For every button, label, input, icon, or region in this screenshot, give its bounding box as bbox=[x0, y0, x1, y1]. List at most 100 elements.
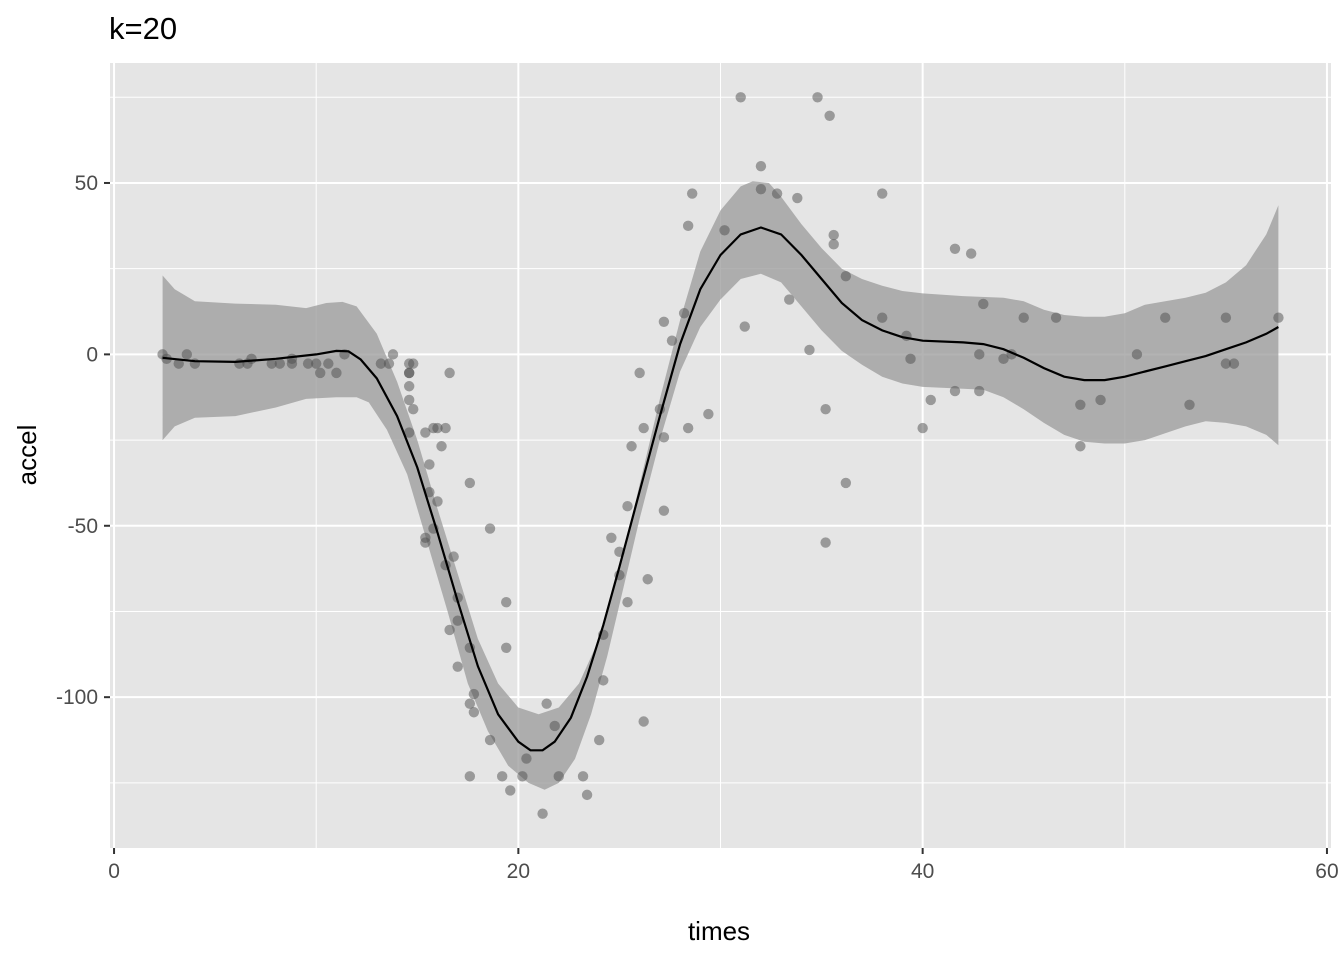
data-point bbox=[626, 441, 637, 452]
y-axis-title: accel bbox=[12, 425, 42, 486]
data-point bbox=[998, 353, 1009, 365]
data-point bbox=[286, 358, 298, 369]
data-point bbox=[638, 422, 649, 434]
data-point bbox=[383, 358, 395, 369]
data-point bbox=[658, 316, 670, 328]
data-point bbox=[501, 642, 512, 654]
data-point bbox=[820, 537, 831, 548]
x-tick-label: 0 bbox=[108, 860, 120, 883]
data-point bbox=[917, 422, 928, 434]
x-tick-label: 60 bbox=[1315, 860, 1338, 883]
data-point bbox=[658, 505, 670, 516]
data-point bbox=[812, 92, 823, 103]
data-point bbox=[549, 720, 560, 732]
data-point bbox=[315, 367, 326, 379]
data-point bbox=[408, 404, 419, 415]
data-point bbox=[638, 716, 649, 727]
data-point bbox=[840, 477, 852, 489]
data-point bbox=[408, 358, 419, 369]
confidence-ribbon bbox=[162, 181, 1279, 790]
data-point bbox=[496, 771, 508, 782]
data-point bbox=[403, 381, 415, 392]
data-point bbox=[484, 734, 496, 746]
data-point bbox=[642, 574, 653, 585]
data-point bbox=[420, 537, 431, 548]
y-tick-label: 50 bbox=[75, 172, 98, 195]
data-point bbox=[302, 358, 314, 369]
data-point bbox=[432, 496, 443, 507]
data-point bbox=[452, 615, 463, 626]
data-point bbox=[517, 771, 528, 782]
x-axis: 0 20 40 60 bbox=[108, 848, 1339, 883]
data-point bbox=[594, 734, 605, 746]
data-point bbox=[464, 477, 476, 489]
y-axis: -100 -50 0 50 bbox=[56, 172, 110, 709]
smooth-line bbox=[162, 226, 1279, 752]
data-point bbox=[965, 248, 977, 259]
data-point bbox=[828, 239, 839, 250]
data-point bbox=[468, 707, 480, 718]
data-point bbox=[784, 294, 795, 305]
data-point bbox=[266, 358, 277, 369]
minor-grid bbox=[110, 63, 1331, 848]
data-point bbox=[403, 367, 415, 379]
data-point bbox=[666, 335, 678, 346]
data-point bbox=[448, 551, 459, 562]
data-point bbox=[949, 243, 961, 254]
data-point bbox=[436, 441, 447, 452]
data-point bbox=[1050, 312, 1062, 323]
data-point bbox=[771, 188, 783, 199]
data-point bbox=[403, 427, 415, 438]
data-point bbox=[974, 349, 985, 360]
data-point bbox=[1220, 312, 1232, 323]
data-point bbox=[824, 110, 835, 121]
data-point bbox=[323, 358, 334, 369]
data-point bbox=[468, 688, 480, 700]
data-point bbox=[735, 92, 746, 103]
data-point bbox=[521, 753, 532, 764]
data-point bbox=[686, 188, 698, 199]
data-point bbox=[452, 661, 463, 672]
x-tick-label: 20 bbox=[507, 860, 530, 883]
data-point bbox=[828, 229, 839, 241]
data-point bbox=[703, 408, 714, 420]
data-point bbox=[925, 394, 936, 406]
data-point bbox=[678, 308, 690, 319]
data-point bbox=[537, 808, 548, 819]
data-point bbox=[820, 404, 831, 415]
data-point bbox=[804, 344, 815, 356]
data-point bbox=[1160, 312, 1171, 323]
data-point bbox=[501, 597, 512, 608]
data-point bbox=[634, 367, 645, 379]
data-point bbox=[682, 422, 694, 434]
data-point bbox=[877, 312, 888, 323]
data-point bbox=[577, 771, 589, 782]
data-point bbox=[1220, 358, 1232, 369]
data-point bbox=[375, 358, 387, 369]
data-point bbox=[181, 349, 193, 360]
data-point bbox=[310, 358, 322, 369]
data-point bbox=[424, 459, 435, 470]
data-point bbox=[840, 271, 852, 282]
data-point bbox=[739, 321, 750, 332]
data-point bbox=[387, 349, 399, 360]
y-tick-label: 0 bbox=[86, 343, 98, 366]
data-point bbox=[598, 675, 609, 686]
data-point bbox=[331, 367, 342, 379]
data-point bbox=[246, 353, 257, 365]
chart-title: k=20 bbox=[109, 11, 177, 46]
y-tick-label: -50 bbox=[68, 515, 98, 538]
data-point bbox=[1273, 312, 1284, 323]
data-point bbox=[877, 188, 888, 199]
data-point bbox=[1075, 441, 1086, 452]
data-point bbox=[541, 698, 552, 709]
data-point bbox=[440, 422, 451, 434]
data-point bbox=[1131, 349, 1143, 360]
data-point bbox=[403, 394, 415, 406]
data-point bbox=[682, 220, 694, 232]
data-point bbox=[1184, 399, 1195, 410]
data-point bbox=[905, 353, 916, 365]
data-point bbox=[420, 427, 431, 438]
data-point bbox=[505, 785, 516, 796]
